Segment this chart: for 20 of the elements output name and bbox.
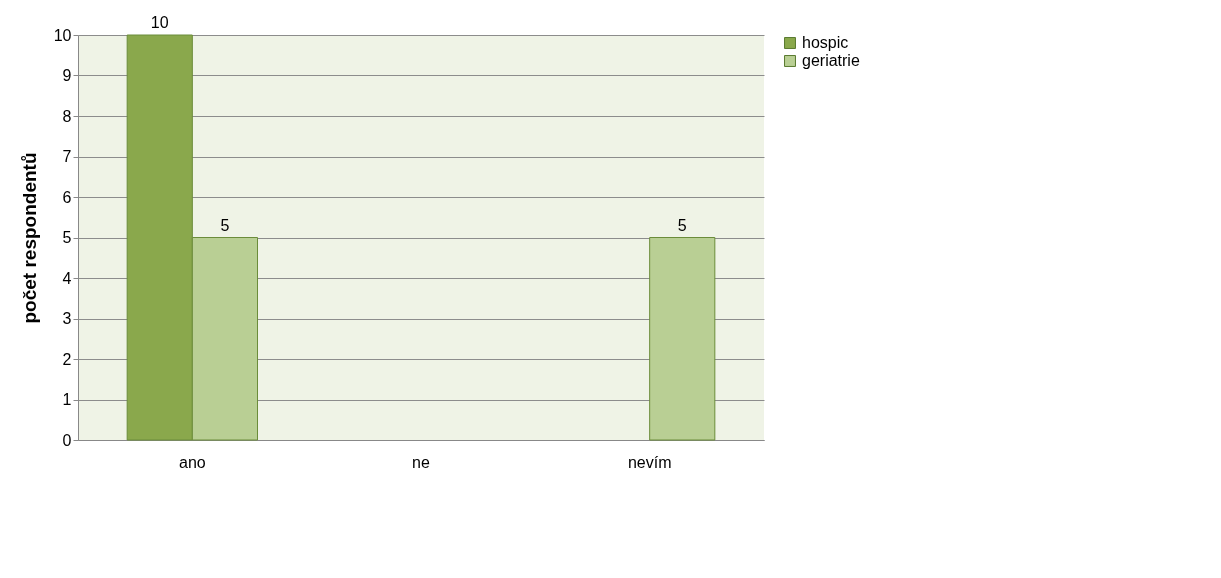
y-tick-label: 0 (62, 431, 72, 449)
legend-label: geriatrie (802, 52, 860, 69)
y-tick-label: 5 (62, 229, 72, 246)
y-tick-label: 1 (62, 391, 72, 408)
legend-label: hospic (802, 34, 849, 51)
x-tick-label: ano (178, 453, 206, 471)
y-tick-label: 3 (62, 310, 72, 327)
data-label: 5 (220, 216, 230, 234)
y-tick-label: 7 (62, 148, 72, 165)
x-tick-label: ne (412, 453, 430, 471)
y-tick-label: 4 (62, 269, 72, 287)
x-tick-label: nevím (627, 453, 672, 471)
y-tick-label: 6 (62, 188, 72, 206)
data-label: 5 (677, 216, 687, 234)
y-tick-label: 9 (62, 67, 72, 84)
y-axis-title: počet respondentů (18, 152, 40, 324)
y-tick-label: 10 (53, 26, 72, 44)
y-tick-label: 8 (62, 107, 72, 125)
data-label: 10 (150, 14, 169, 31)
y-tick-label: 2 (62, 350, 72, 368)
